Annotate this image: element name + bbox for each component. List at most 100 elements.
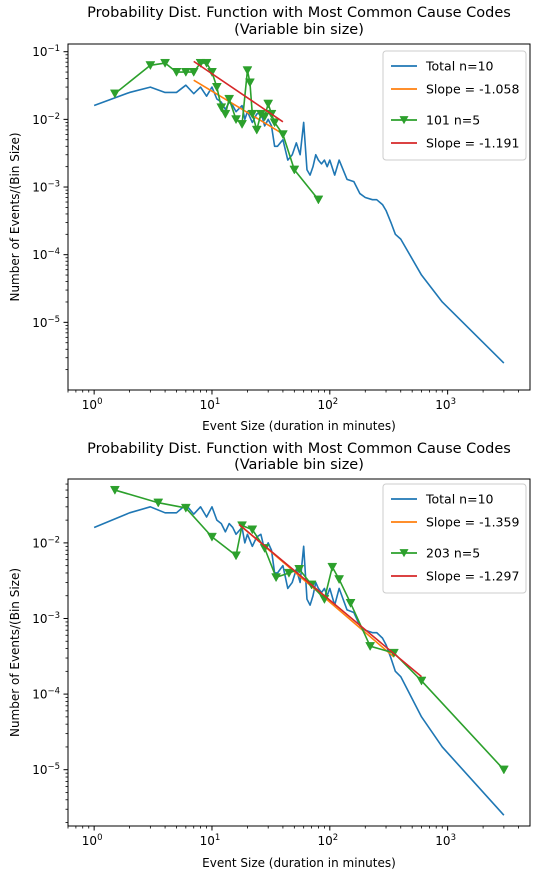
data-point — [271, 573, 282, 583]
x-axis-label: Event Size (duration in minutes) — [202, 419, 396, 433]
legend-item: 101 n=5 — [391, 113, 480, 128]
legend: Total n=10 Slope = -1.058 101 n=5 Slope = -… — [382, 50, 527, 161]
y-tick-label: 10−5 — [32, 315, 60, 330]
legend-item: Slope = -1.191 — [391, 136, 519, 151]
legend-label: Total n=10 — [425, 59, 494, 74]
x-tick-label: 101 — [200, 833, 221, 848]
y-tick-label: 10−1 — [32, 44, 60, 59]
data-point — [216, 103, 227, 113]
legend-item: Slope = -1.297 — [391, 569, 519, 584]
x-tick-label: 100 — [82, 833, 103, 848]
y-axis-label: Number of Events/(Bin Size) — [8, 132, 22, 301]
x-tick-label: 101 — [200, 397, 221, 412]
data-point — [171, 68, 182, 77]
chart-title: Probability Dist. Function with Most Com… — [87, 5, 511, 21]
y-tick-label: 10−4 — [32, 247, 60, 262]
data-point — [245, 78, 255, 88]
axes-frame — [67, 478, 531, 827]
chart-2: Probability Dist. Function with Most Com… — [8, 441, 531, 870]
data-point — [145, 61, 156, 71]
data-point — [207, 532, 217, 542]
series-3 — [109, 485, 509, 775]
data-point — [180, 503, 191, 513]
x-tick-label: 103 — [435, 833, 456, 848]
data-point — [237, 521, 247, 531]
series-line — [238, 523, 423, 678]
data-point — [109, 485, 120, 495]
data-point — [247, 525, 258, 535]
y-tick-label: 10−2 — [32, 112, 60, 127]
data-point — [188, 68, 199, 77]
y-tick-label: 10−5 — [32, 762, 60, 777]
series-3 — [109, 58, 324, 205]
legend-box — [382, 50, 527, 161]
legend-item: Slope = -1.058 — [391, 82, 519, 97]
legend: Total n=10 Slope = -1.359 203 n=5 Slope = -… — [382, 483, 527, 594]
series-4 — [193, 60, 284, 123]
data-point — [153, 498, 164, 508]
data-point — [109, 89, 120, 99]
y-tick-label: 10−3 — [32, 611, 60, 626]
legend-marker — [399, 549, 409, 558]
data-point — [269, 118, 280, 128]
legend-item: Total n=10 — [391, 59, 494, 74]
data-point — [345, 598, 356, 608]
legend-label: Total n=10 — [425, 492, 494, 507]
legend-label: 203 n=5 — [426, 546, 480, 561]
y-tick-label: 10−3 — [32, 180, 60, 195]
data-point — [211, 83, 222, 92]
data-point — [284, 568, 294, 578]
data-point — [263, 99, 274, 109]
x-tick-label: 103 — [435, 397, 456, 412]
data-point — [498, 765, 509, 775]
data-point — [294, 565, 305, 574]
legend-marker — [399, 116, 409, 125]
legend-label: 101 n=5 — [426, 113, 480, 128]
data-point — [201, 58, 212, 68]
series-1 — [93, 84, 505, 364]
data-point — [237, 120, 247, 129]
data-point — [277, 130, 288, 140]
data-point — [327, 562, 338, 572]
data-point — [231, 115, 241, 125]
data-point — [195, 58, 206, 68]
data-point — [259, 112, 270, 122]
data-point — [251, 125, 262, 135]
data-point — [220, 109, 231, 119]
series-4 — [238, 523, 423, 678]
data-point — [231, 551, 241, 561]
legend-label: Slope = -1.191 — [426, 136, 519, 151]
data-point — [289, 165, 300, 175]
data-point — [313, 195, 324, 205]
legend-item: Total n=10 — [391, 492, 494, 507]
data-point — [224, 94, 235, 104]
chart-subtitle: (Variable bin size) — [234, 457, 364, 473]
legend-item: 203 n=5 — [391, 546, 480, 561]
data-point — [334, 575, 345, 585]
data-point — [180, 68, 191, 77]
data-point — [365, 642, 376, 651]
legend-label: Slope = -1.297 — [426, 569, 519, 584]
legend-box — [382, 483, 527, 594]
y-tick-label: 10−2 — [32, 535, 60, 550]
data-point — [416, 676, 427, 686]
axes-frame — [67, 43, 531, 391]
x-axis-label: Event Size (duration in minutes) — [202, 856, 396, 870]
chart-title: Probability Dist. Function with Most Com… — [87, 441, 511, 457]
x-tick-label: 100 — [82, 397, 103, 412]
legend-label: Slope = -1.058 — [426, 82, 519, 97]
series-line — [193, 79, 284, 135]
series-line — [193, 60, 284, 123]
y-tick-label: 10−4 — [32, 687, 60, 702]
series-line — [93, 84, 505, 364]
y-axis-label: Number of Events/(Bin Size) — [8, 568, 22, 737]
data-point — [247, 109, 258, 119]
series-2 — [193, 79, 284, 135]
data-point — [160, 58, 171, 68]
legend-item: Slope = -1.359 — [391, 515, 519, 530]
chart-subtitle: (Variable bin size) — [234, 22, 364, 38]
x-tick-label: 102 — [317, 397, 338, 412]
x-tick-label: 102 — [317, 833, 338, 848]
chart-1: Probability Dist. Function with Most Com… — [8, 5, 531, 433]
